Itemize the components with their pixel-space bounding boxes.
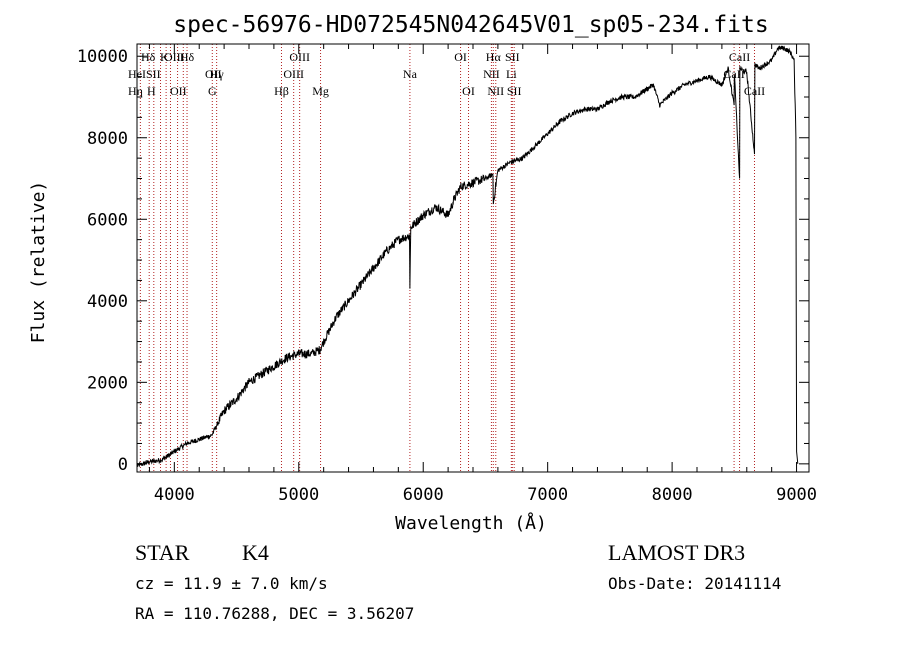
x-tick-label: 6000 (403, 485, 444, 505)
line-label: Hγ (210, 67, 225, 81)
line-label: H (147, 84, 156, 98)
line-label: Mg (312, 84, 329, 98)
line-label: Hη (128, 84, 143, 98)
line-label: OII (205, 67, 222, 81)
line-label: K (160, 50, 169, 64)
line-label: OII (170, 84, 187, 98)
chart-title: spec-56976-HD072545N042645V01_sp05-234.f… (173, 12, 768, 38)
x-tick-label: 9000 (776, 485, 817, 505)
survey-name: LAMOST DR3 (608, 540, 745, 565)
y-tick-label: 2000 (87, 373, 128, 393)
x-axis-label: Wavelength (Å) (395, 512, 547, 534)
redshift-cz: cz = 11.9 ± 7.0 km/s (135, 574, 328, 593)
y-tick-label: 8000 (87, 129, 128, 149)
observation-date: Obs-Date: 20141114 (608, 574, 781, 593)
object-class: STAR (135, 540, 190, 565)
line-label: Hα (486, 50, 502, 64)
line-label: SII (505, 50, 520, 64)
line-label: Li (506, 67, 517, 81)
ra-dec: RA = 110.76288, DEC = 3.56207 (135, 604, 414, 623)
y-tick-label: 10000 (77, 47, 128, 67)
line-label: Hδ (180, 50, 195, 64)
y-tick-label: 0 (118, 455, 128, 475)
line-label: OI (454, 50, 467, 64)
x-tick-label: 8000 (652, 485, 693, 505)
y-tick-label: 4000 (87, 292, 128, 312)
x-tick-label: 7000 (527, 485, 568, 505)
line-label: OIII (283, 67, 304, 81)
line-label: Hβ (274, 84, 289, 98)
line-label: NII (483, 67, 500, 81)
y-axis-label: Flux (relative) (28, 181, 49, 344)
spectrum-series-line (136, 45, 799, 467)
line-label: SII (507, 84, 522, 98)
x-axis: 4000 5000 6000 7000 8000 9000 (148, 44, 817, 505)
line-label: CaII (729, 50, 750, 64)
y-axis: 0 2000 4000 6000 8000 10000 (77, 47, 809, 475)
x-tick-label: 5000 (278, 485, 319, 505)
line-label: NII (487, 84, 504, 98)
line-label: SII (146, 67, 161, 81)
spectral-line-markers (139, 44, 755, 472)
line-label: OI (462, 84, 475, 98)
line-label: Na (403, 67, 418, 81)
x-tick-label: 4000 (154, 485, 195, 505)
line-label: Hδ (141, 50, 156, 64)
line-label: OIII (164, 50, 185, 64)
y-tick-label: 6000 (87, 210, 128, 230)
object-subclass: K4 (242, 540, 269, 565)
line-label: OIII (289, 50, 310, 64)
plot-frame (136, 43, 810, 473)
line-label: G (208, 84, 217, 98)
